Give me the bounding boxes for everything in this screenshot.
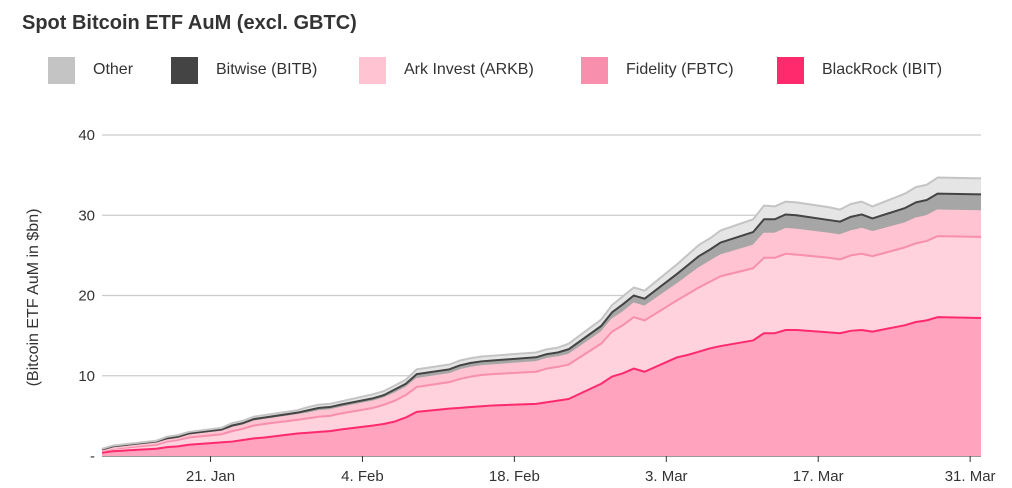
area-ark-invest-arkb — [102, 210, 981, 452]
area-blackrock-ibit — [102, 317, 981, 456]
x-tick-label: 31. Mar — [945, 468, 996, 485]
y-axis-ticks: - 10 20 30 40 — [78, 127, 95, 465]
legend-label-fidelity: Fidelity (FBTC) — [626, 61, 734, 78]
x-tick-label: 4. Feb — [341, 468, 384, 485]
area-other — [102, 177, 981, 450]
series-lines — [101, 176, 982, 454]
y-tick-label: - — [90, 448, 95, 465]
legend-swatch-ark — [359, 56, 386, 84]
legend-item-fidelity[interactable]: Fidelity (FBTC) — [581, 56, 734, 84]
y-tick-label: 10 — [78, 368, 95, 385]
legend-label-ark: Ark Invest (ARKB) — [404, 61, 534, 78]
chart-title: Spot Bitcoin ETF AuM (excl. GBTC) — [22, 12, 357, 34]
legend-swatch-fidelity — [581, 56, 608, 84]
line-fidelity-fbtc — [101, 235, 982, 453]
line-bitwise-bitb — [101, 192, 982, 451]
x-axis-ticks: 21. Jan 4. Feb 18. Feb 3. Mar 17. Mar 31. Mar — [186, 456, 996, 485]
legend-item-other[interactable]: Other — [48, 56, 133, 84]
x-tick-label: 21. Jan — [186, 468, 235, 485]
legend-item-blackrock[interactable]: BlackRock (IBIT) — [777, 56, 942, 84]
x-tick-label: 3. Mar — [645, 468, 688, 485]
y-tick-label: 40 — [78, 127, 95, 144]
legend-label-bitwise: Bitwise (BITB) — [216, 61, 318, 78]
line-other — [101, 176, 982, 450]
x-tick-label: 18. Feb — [489, 468, 540, 485]
legend-label-blackrock: BlackRock (IBIT) — [822, 61, 943, 78]
legend-item-ark[interactable]: Ark Invest (ARKB) — [359, 56, 534, 84]
area-fidelity-fbtc — [102, 236, 981, 453]
line-ark-invest-arkb — [101, 209, 982, 452]
legend-swatch-blackrock — [777, 56, 804, 84]
legend-swatch-bitwise — [171, 56, 198, 84]
y-tick-label: 20 — [78, 288, 95, 305]
series-areas — [102, 177, 981, 456]
legend-label-other: Other — [93, 61, 134, 78]
area-bitwise-bitb — [102, 193, 981, 451]
y-axis-title: (Bitcoin ETF AuM in $bn) — [25, 209, 42, 387]
legend-item-bitwise[interactable]: Bitwise (BITB) — [171, 56, 317, 84]
legend-swatch-other — [48, 56, 75, 84]
x-tick-label: 17. Mar — [793, 468, 844, 485]
line-blackrock-ibit — [101, 316, 982, 454]
y-tick-label: 30 — [78, 207, 95, 224]
